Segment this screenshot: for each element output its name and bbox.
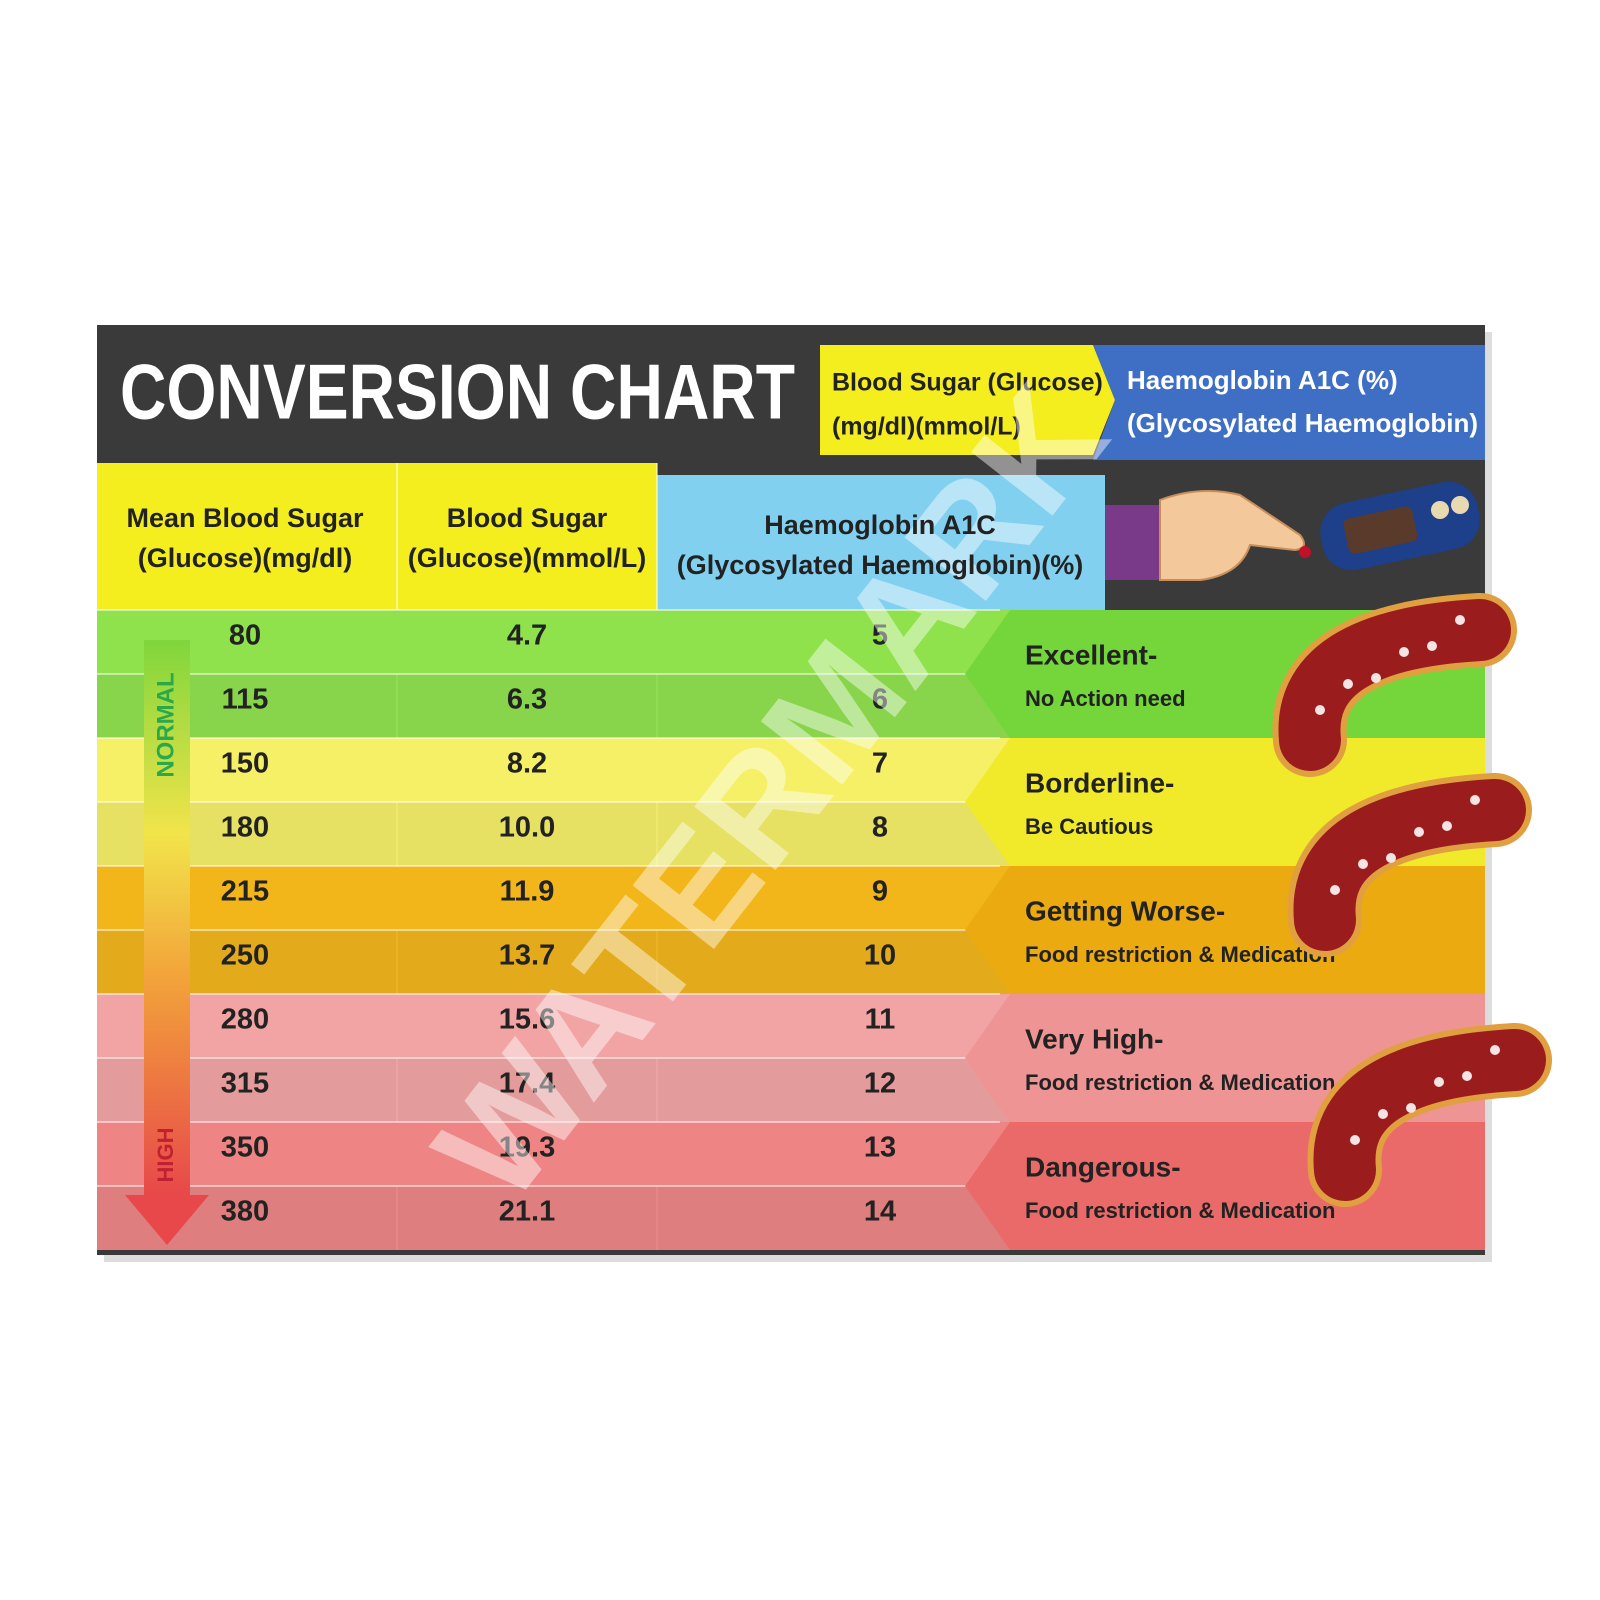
vessel-dot xyxy=(1414,827,1424,837)
legend-text: (Glycosylated Haemoglobin) xyxy=(1127,408,1478,438)
table-cell: 17.4 xyxy=(499,1068,555,1100)
column-header xyxy=(97,463,397,610)
vessel-dot xyxy=(1427,641,1437,651)
table-cell: 180 xyxy=(221,812,269,844)
table-cell: 8 xyxy=(872,812,888,844)
legend-text: (mg/dl)(mmol/L) xyxy=(832,413,1021,441)
table-cell: 11 xyxy=(865,1004,896,1036)
level-label: Getting Worse- xyxy=(1025,895,1225,926)
column-header-text: (Glucose)(mmol/L) xyxy=(408,543,647,573)
column-header xyxy=(397,463,657,610)
table-cell: 80 xyxy=(229,620,261,652)
vessel-dot xyxy=(1470,795,1480,805)
table-cell: 13 xyxy=(864,1132,896,1164)
vessel-dot xyxy=(1406,1103,1416,1113)
vessel-dot xyxy=(1462,1071,1472,1081)
vessel-dot xyxy=(1371,673,1381,683)
table-cell: 12 xyxy=(864,1068,896,1100)
scale-arrow xyxy=(144,640,190,1195)
table-cell: 13.7 xyxy=(499,940,555,972)
legend-text: Haemoglobin A1C (%) xyxy=(1127,365,1398,395)
table-body: 80 4.7 5 115 6.3 6 150 8.2 7 180 10.0 8 215 11.9 9 250 1… xyxy=(97,609,1485,1250)
column-header-text: (Glycosylated Haemoglobin)(%) xyxy=(677,550,1084,580)
table-cell: 14 xyxy=(864,1196,896,1228)
table-cell: 5 xyxy=(872,620,888,652)
vessel-dot xyxy=(1330,885,1340,895)
column-header xyxy=(657,475,1105,610)
scale-label: NORMAL xyxy=(152,672,179,777)
table-cell: 280 xyxy=(221,1004,269,1036)
table-cell: 150 xyxy=(221,748,269,780)
level-note: No Action need xyxy=(1025,686,1186,711)
vessel-dot xyxy=(1399,647,1409,657)
table-cell: 6 xyxy=(872,684,888,716)
level-note: Food restriction & Medication xyxy=(1025,942,1335,967)
vessel xyxy=(1313,1029,1546,1201)
level-label: Excellent- xyxy=(1025,639,1157,670)
table-cell: 11.9 xyxy=(500,876,555,908)
title: CONVERSION CHART xyxy=(120,348,795,436)
vessels xyxy=(1272,593,1552,1207)
vessel-dot xyxy=(1455,615,1465,625)
level-note: Food restriction & Medication xyxy=(1025,1070,1335,1095)
level-note: Be Cautious xyxy=(1025,814,1153,839)
table-cell: 215 xyxy=(221,876,269,908)
level-label: Borderline- xyxy=(1025,767,1174,798)
vessel-dot xyxy=(1358,859,1368,869)
vessel-dot xyxy=(1490,1045,1500,1055)
level-band xyxy=(965,1122,1485,1250)
vessel-dot xyxy=(1315,705,1325,715)
legend-box xyxy=(1093,345,1485,460)
table-cell: 15.6 xyxy=(499,1004,555,1036)
level-band xyxy=(965,866,1485,994)
column-header-text: Blood Sugar xyxy=(447,503,608,533)
scale-arrow-head xyxy=(125,1195,209,1245)
legend-box xyxy=(820,345,1115,455)
column-header-text: Mean Blood Sugar xyxy=(126,503,364,533)
level-note: Food restriction & Medication xyxy=(1025,1198,1335,1223)
vessel-dot xyxy=(1386,853,1396,863)
table-cell: 7 xyxy=(872,748,888,780)
column-header-text: (Glucose)(mg/dl) xyxy=(138,543,353,573)
table-cell: 21.1 xyxy=(499,1196,555,1228)
legend-text: Blood Sugar (Glucose) xyxy=(832,369,1103,397)
table-cell: 8.2 xyxy=(507,748,547,780)
vessel xyxy=(1293,779,1526,951)
table-cell: 115 xyxy=(222,684,269,716)
table-cell: 350 xyxy=(221,1132,269,1164)
column-header-text: Haemoglobin A1C xyxy=(764,510,996,540)
vessel-dot xyxy=(1343,679,1353,689)
table-cell: 315 xyxy=(221,1068,269,1100)
meter-illustration xyxy=(1105,481,1480,581)
vessel-dot xyxy=(1350,1135,1360,1145)
scale-label: HIGH xyxy=(153,1128,178,1183)
vessel-dot xyxy=(1378,1109,1388,1119)
table-cell: 6.3 xyxy=(507,684,547,716)
level-label: Dangerous- xyxy=(1025,1151,1181,1182)
table-cell: 19.3 xyxy=(499,1132,555,1164)
table-cell: 380 xyxy=(221,1196,269,1228)
table-cell: 9 xyxy=(872,876,888,908)
vessel-dot xyxy=(1442,821,1452,831)
vessel-dot xyxy=(1434,1077,1444,1087)
table-cell: 4.7 xyxy=(507,620,547,652)
table-cell: 10.0 xyxy=(499,812,555,844)
level-label: Very High- xyxy=(1025,1023,1163,1054)
vessel xyxy=(1278,599,1511,771)
table-cell: 250 xyxy=(221,940,269,972)
table-cell: 10 xyxy=(864,940,896,972)
